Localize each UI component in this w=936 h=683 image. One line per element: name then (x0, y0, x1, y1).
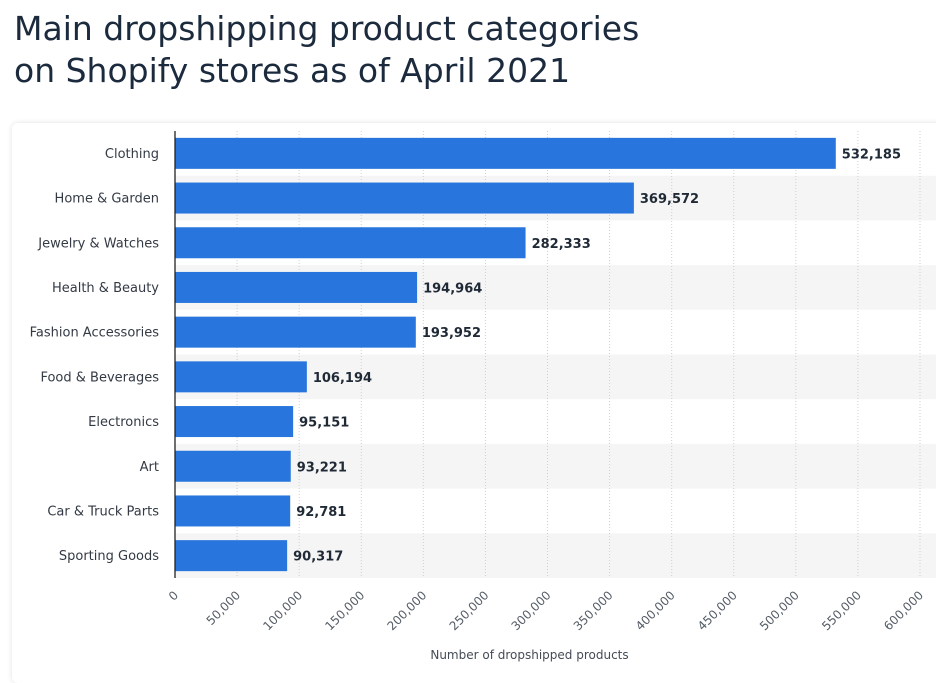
bar (175, 450, 291, 482)
value-label: 90,317 (293, 550, 343, 565)
x-tick-label: 550,000 (819, 588, 864, 633)
value-label: 369,572 (640, 192, 699, 207)
bar (175, 182, 634, 214)
category-label: Jewelry & Watches (37, 236, 159, 251)
x-axis-title: Number of dropshipped products (430, 648, 628, 662)
chart-card: Clothing 532,185 Home & Garden 369,572 Jewel… (12, 123, 936, 683)
chart-title-line-1: Main dropshipping product categories (14, 9, 640, 48)
value-label: 95,151 (299, 416, 349, 431)
row-band (175, 443, 936, 489)
x-tick-label: 150,000 (322, 588, 367, 633)
category-label: Sporting Goods (59, 549, 159, 564)
bar (175, 495, 291, 527)
value-label: 532,185 (842, 147, 901, 162)
value-label: 193,952 (422, 326, 481, 341)
value-label: 106,194 (313, 371, 372, 386)
bar (175, 361, 307, 393)
category-label: Home & Garden (55, 192, 159, 207)
bar (175, 406, 294, 438)
x-tick-label: 350,000 (571, 588, 616, 633)
row-band (175, 533, 936, 578)
x-tick-label: 0 (166, 588, 181, 603)
x-tick-label: 500,000 (757, 588, 802, 633)
bar (175, 540, 288, 572)
x-tick-label: 400,000 (633, 588, 678, 633)
value-label: 92,781 (296, 505, 346, 520)
category-label: Electronics (88, 415, 159, 430)
category-label: Art (140, 460, 159, 475)
category-label: Food & Beverages (40, 370, 159, 385)
category-label: Clothing (105, 147, 159, 162)
x-tick-label: 100,000 (260, 588, 305, 633)
bar (175, 227, 526, 259)
x-tick-label: 450,000 (695, 588, 740, 633)
x-tick-label: 600,000 (881, 588, 926, 633)
value-label: 93,221 (297, 460, 347, 475)
category-label: Car & Truck Parts (47, 504, 159, 519)
x-tick-label: 50,000 (204, 588, 244, 628)
bar (175, 137, 836, 169)
value-label: 282,333 (532, 237, 591, 252)
chart-title-line-2: on Shopify stores as of April 2021 (14, 51, 571, 90)
x-tick-label: 300,000 (509, 588, 554, 633)
category-label: Fashion Accessories (30, 326, 160, 341)
bar (175, 316, 416, 348)
x-tick-label: 200,000 (384, 588, 429, 633)
bar-chart: Clothing 532,185 Home & Garden 369,572 Jewel… (30, 131, 936, 662)
chart-title: Main dropshipping product categories on … (14, 8, 914, 92)
value-label: 194,964 (423, 281, 482, 296)
category-label: Health & Beauty (52, 281, 159, 296)
x-tick-label: 250,000 (447, 588, 492, 633)
bar (175, 271, 418, 303)
